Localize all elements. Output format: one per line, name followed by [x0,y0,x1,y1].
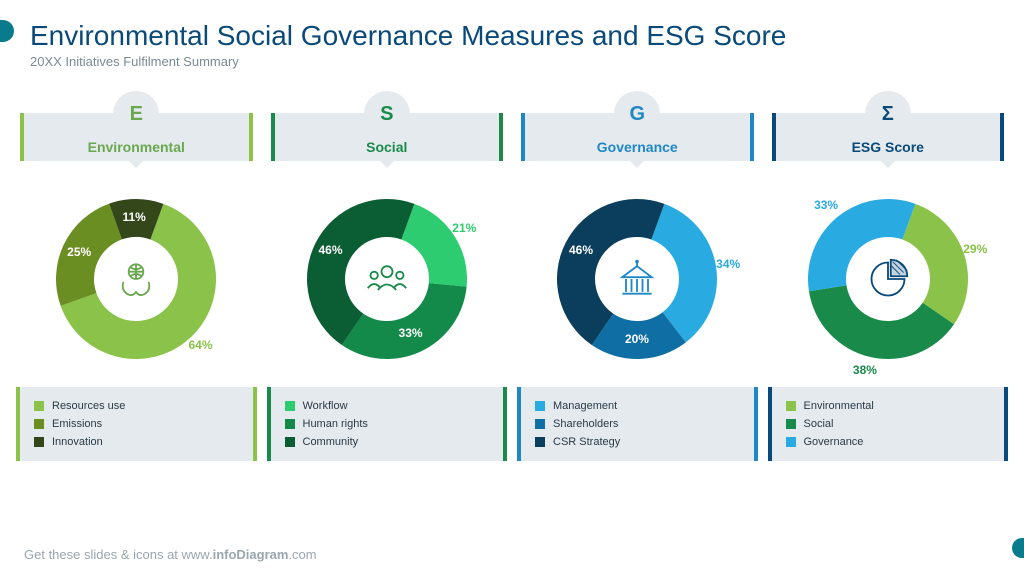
legend-item: Innovation [34,433,243,451]
legend-label: Shareholders [553,418,618,430]
donut-chart: 29%38%33% [798,189,978,369]
legend-swatch [535,437,545,447]
tab-letter: Σ [865,91,911,137]
legend-swatch [535,401,545,411]
donut-chart: 21%33%46% [297,189,477,369]
tab-letter: G [614,91,660,137]
legend-swatch [34,401,44,411]
legend-item: Resources use [34,397,243,415]
column-environmental: E Environmental 64%25%11% Resources use Em… [20,91,253,461]
tab-arrow-icon [128,160,144,168]
donut-center-icon [847,238,929,320]
legend-swatch [285,437,295,447]
tab-label: ESG Score [852,139,924,155]
column-esg-score: Σ ESG Score 29%38%33% Environmental Social… [772,91,1005,461]
columns: E Environmental 64%25%11% Resources use Em… [0,73,1024,461]
donut-chart: 34%20%46% [547,189,727,369]
legend-swatch [535,419,545,429]
legend: Environmental Social Governance [772,387,1005,461]
tab-label: Governance [597,139,678,155]
accent-right [1012,538,1024,558]
tab-label: Social [366,139,407,155]
legend-swatch [285,419,295,429]
legend-label: Emissions [52,418,102,430]
page-subtitle: 20XX Initiatives Fulfilment Summary [30,54,994,69]
legend-label: Environmental [804,400,874,412]
legend-label: Governance [804,436,864,448]
tab-letter: S [364,91,410,137]
legend-label: Management [553,400,617,412]
tab-arrow-icon [379,160,395,168]
legend-item: Governance [786,433,995,451]
legend-item: Social [786,415,995,433]
footer: Get these slides & icons at www.infoDiag… [24,547,317,562]
donut-center-icon [95,238,177,320]
donut-center-icon [596,238,678,320]
tab-arrow-icon [880,160,896,168]
donut-center-icon [346,238,428,320]
legend-item: Shareholders [535,415,744,433]
footer-suffix: .com [288,547,316,562]
legend-item: Management [535,397,744,415]
tab-header: E Environmental [20,91,253,169]
header: Environmental Social Governance Measures… [0,0,1024,73]
legend-label: CSR Strategy [553,436,620,448]
legend-label: Resources use [52,400,125,412]
legend-swatch [285,401,295,411]
legend-item: Emissions [34,415,243,433]
legend-item: Community [285,433,494,451]
legend-label: Innovation [52,436,103,448]
legend: Resources use Emissions Innovation [20,387,253,461]
footer-prefix: Get these slides & icons at www. [24,547,213,562]
legend-item: Human rights [285,415,494,433]
footer-bold: infoDiagram [213,547,289,562]
legend-swatch [786,401,796,411]
tab-header: G Governance [521,91,754,169]
legend-item: Workflow [285,397,494,415]
tab-letter: E [113,91,159,137]
legend-swatch [786,437,796,447]
tab-label: Environmental [88,139,185,155]
legend-swatch [34,437,44,447]
column-governance: G Governance 34%20%46% Management Sharehol… [521,91,754,461]
tab-header: S Social [271,91,504,169]
legend-label: Social [804,418,834,430]
legend: Management Shareholders CSR Strategy [521,387,754,461]
page-title: Environmental Social Governance Measures… [30,20,994,52]
legend-swatch [34,419,44,429]
legend-item: CSR Strategy [535,433,744,451]
column-social: S Social 21%33%46% Workflow Human rights Co… [271,91,504,461]
legend: Workflow Human rights Community [271,387,504,461]
tab-arrow-icon [629,160,645,168]
legend-swatch [786,419,796,429]
legend-label: Workflow [303,400,348,412]
legend-label: Community [303,436,359,448]
donut-chart: 64%25%11% [46,189,226,369]
legend-item: Environmental [786,397,995,415]
tab-header: Σ ESG Score [772,91,1005,169]
legend-label: Human rights [303,418,368,430]
